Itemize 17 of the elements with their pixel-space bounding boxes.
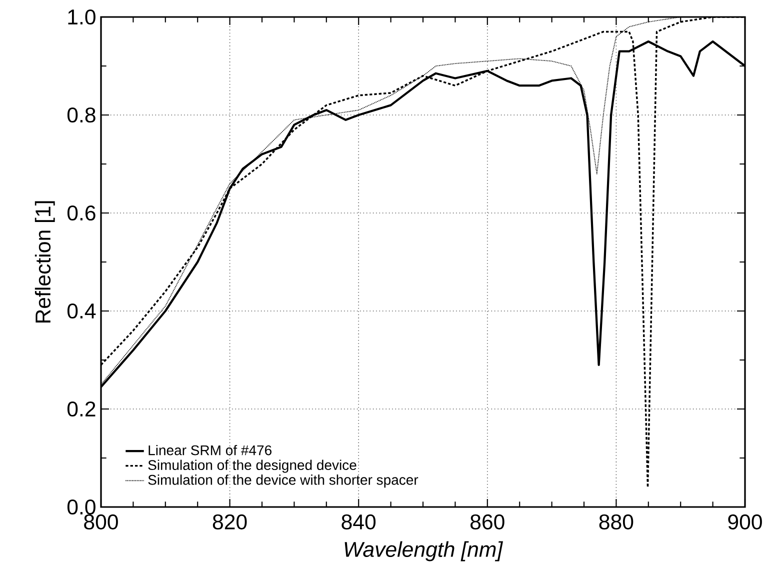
x-tick-label: 840 — [342, 514, 376, 530]
y-tick-label: 1.0 — [68, 9, 96, 25]
x-tick-label: 900 — [728, 514, 762, 530]
y-tick-label: 0.6 — [67, 205, 96, 221]
y-tick-label: 0.2 — [67, 401, 96, 417]
legend-label: Linear SRM of #476 — [148, 444, 272, 456]
x-axis-title: Wavelength [nm] — [344, 541, 504, 562]
x-tick-label: 820 — [212, 514, 247, 530]
y-axis-title: Reflection [1] — [34, 201, 55, 322]
y-tick-label: 0.4 — [67, 303, 96, 319]
y-tick-label: 0.8 — [67, 107, 96, 123]
y-tick-label: 0.0 — [67, 499, 96, 515]
legend-label: Simulation of the device with shorter spacer — [148, 474, 418, 488]
x-tick-label: 880 — [599, 514, 634, 530]
legend-label: Simulation of the designed device — [148, 460, 356, 473]
x-tick-label: 860 — [470, 514, 504, 530]
x-tick-label: 800 — [84, 514, 118, 530]
